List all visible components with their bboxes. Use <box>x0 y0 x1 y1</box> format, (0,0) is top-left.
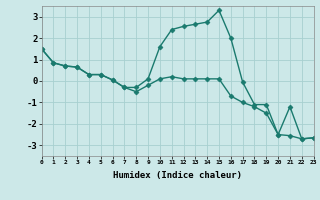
X-axis label: Humidex (Indice chaleur): Humidex (Indice chaleur) <box>113 171 242 180</box>
